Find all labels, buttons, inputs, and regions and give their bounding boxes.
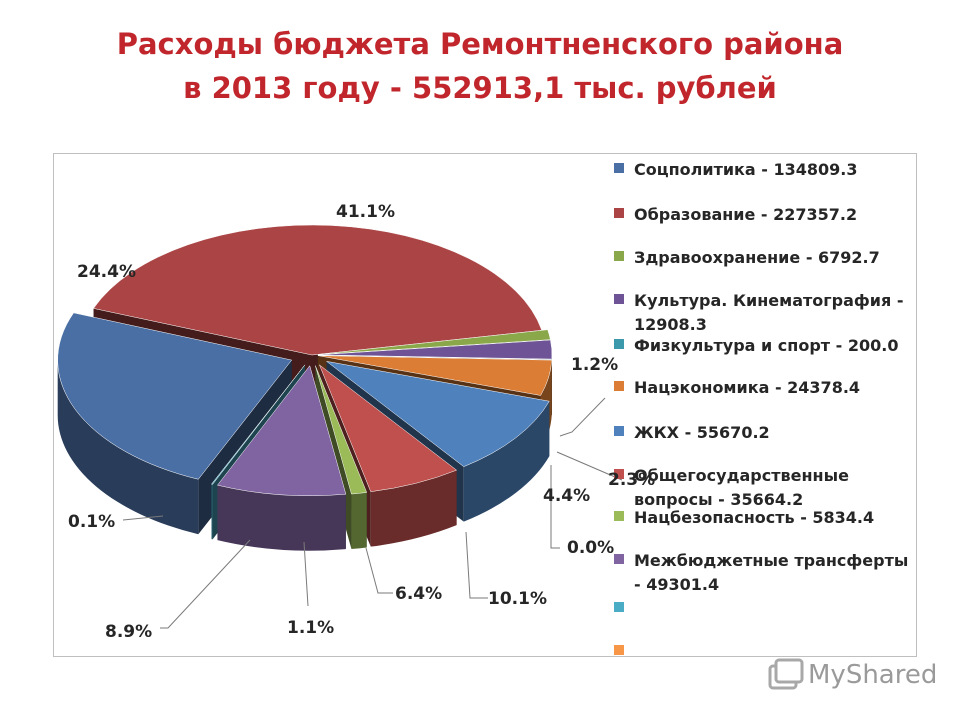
legend-label: ЖКХ - 55670.2 — [634, 423, 770, 442]
legend-label: Межбюджетные трансферты - 49301.4 — [634, 551, 909, 594]
legend-swatch — [614, 469, 624, 479]
data-label: 10.1% — [488, 589, 547, 609]
legend-swatch — [614, 426, 624, 436]
data-label: 4.4% — [543, 486, 591, 506]
legend-swatch — [614, 294, 624, 304]
data-label: 24.4% — [77, 262, 136, 282]
legend-swatch — [614, 645, 624, 655]
watermark-logo: MyShared — [766, 656, 938, 696]
leader-line — [556, 451, 623, 481]
legend-swatch — [614, 251, 624, 261]
legend-swatch — [614, 163, 624, 173]
legend-label: Физкультура и спорт - 200.0 — [634, 336, 899, 355]
data-label: 6.4% — [395, 584, 443, 604]
legend-swatch — [614, 208, 624, 218]
legend-label: Нацэкономика - 24378.4 — [634, 378, 861, 397]
pie-slice — [217, 365, 347, 551]
legend-label: Образование - 227357.2 — [634, 205, 858, 224]
watermark-text: MyShared — [808, 660, 938, 690]
chart-title-line-2: в 2013 году - 552913,1 тыс. рублей — [183, 71, 777, 105]
legend-label: Здравоохранение - 6792.7 — [634, 248, 880, 267]
legend-label: Общегосударственные вопросы - 35664.2 — [634, 466, 849, 509]
legend-swatch — [614, 511, 624, 521]
leader-line — [160, 539, 251, 629]
leader-line — [550, 465, 560, 549]
chart-title-line-1: Расходы бюджета Ремонтненского района — [116, 27, 844, 61]
legend-swatch — [614, 339, 624, 349]
watermark-icon — [768, 658, 804, 690]
leader-line — [365, 547, 393, 594]
legend-swatch — [614, 381, 624, 391]
data-label: 1.2% — [571, 355, 619, 375]
leader-line — [559, 397, 606, 437]
data-label: 1.1% — [287, 618, 335, 638]
data-label: 0.0% — [567, 538, 615, 558]
data-label: 8.9% — [105, 622, 153, 642]
leader-line — [465, 531, 488, 599]
legend-label: Нацбезопасность - 5834.4 — [634, 508, 875, 527]
leader-line — [122, 515, 164, 521]
chart-title: Расходы бюджета Ремонтненского района в … — [0, 22, 960, 110]
legend-label: Культура. Кинематография - 12908.3 — [634, 291, 904, 334]
data-label: 2.3% — [608, 470, 656, 490]
legend-swatch — [614, 554, 624, 564]
data-label: 41.1% — [336, 202, 395, 222]
legend-swatch — [614, 602, 624, 612]
legend-label: Соцполитика - 134809.3 — [634, 160, 858, 179]
leader-line — [303, 541, 309, 607]
data-label: 0.1% — [68, 512, 116, 532]
chart-legend: Соцполитика - 134809.3 Образование - 2273… — [614, 156, 914, 656]
